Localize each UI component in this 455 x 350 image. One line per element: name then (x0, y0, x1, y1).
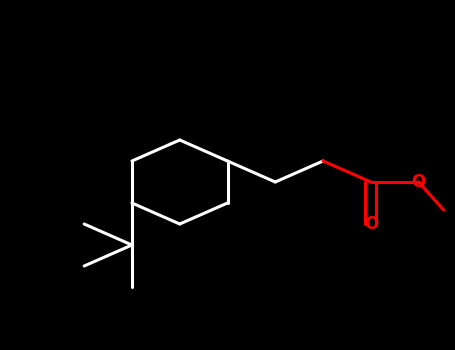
Text: O: O (364, 215, 378, 233)
Text: O: O (411, 173, 426, 191)
